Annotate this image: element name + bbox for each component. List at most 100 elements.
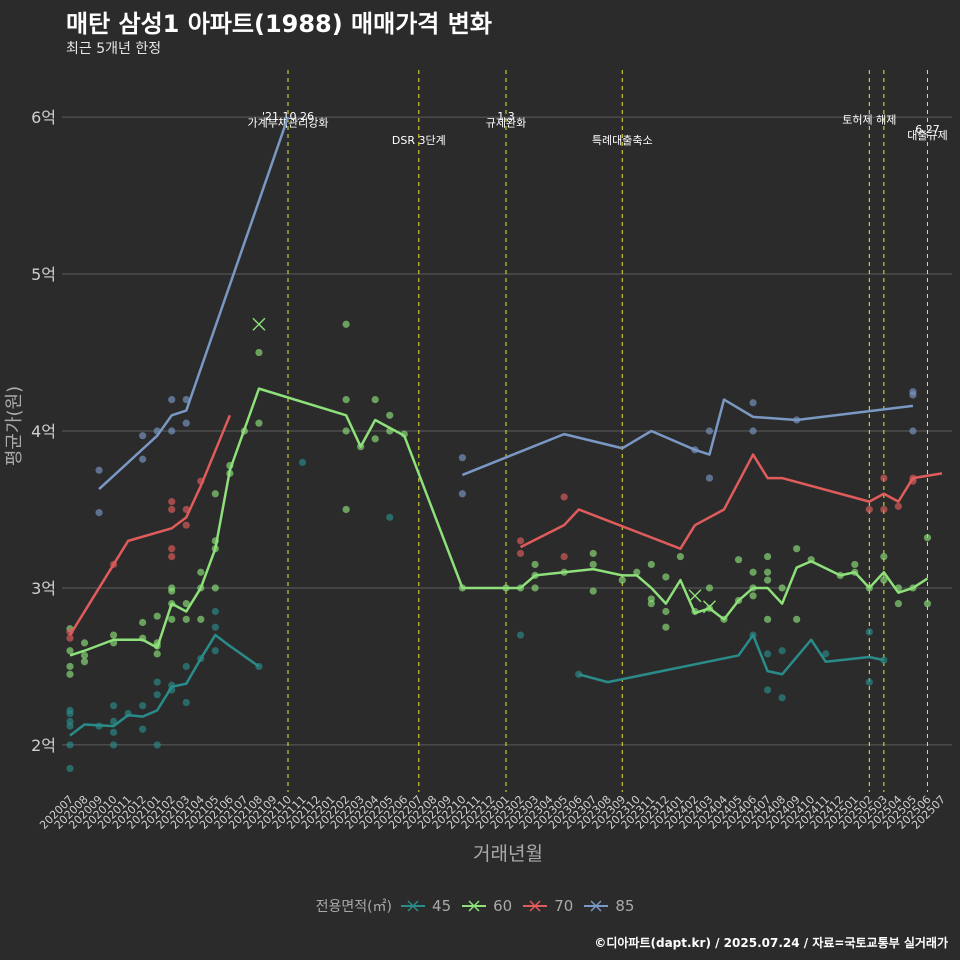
data-point-60 — [110, 631, 118, 639]
y-tick-label: 2억 — [31, 736, 56, 755]
data-point-85 — [95, 509, 103, 517]
data-point-85 — [458, 490, 466, 498]
data-point-85 — [749, 427, 757, 435]
data-point-45 — [139, 702, 147, 710]
event-label: 특례대출축소 — [592, 134, 653, 147]
data-point-70 — [560, 493, 568, 501]
data-point-45 — [153, 741, 161, 749]
data-point-45 — [880, 656, 888, 664]
cross-markers — [252, 317, 716, 614]
data-point-60 — [342, 396, 350, 404]
data-point-85 — [909, 388, 917, 396]
data-point-60 — [342, 505, 350, 514]
series-line-70 — [68, 414, 232, 636]
data-point-85 — [168, 396, 176, 404]
data-point-45 — [764, 686, 772, 694]
data-point-85 — [139, 432, 147, 440]
data-point-60 — [923, 600, 932, 608]
data-point-45 — [110, 728, 118, 736]
legend-title: 전용면적(㎡) — [315, 899, 393, 915]
y-tick-label: 3억 — [31, 579, 56, 598]
data-point-45 — [865, 678, 873, 686]
data-point-70 — [560, 552, 568, 561]
series-line-85 — [461, 398, 914, 477]
data-point-85 — [705, 427, 714, 435]
data-point-85 — [909, 427, 917, 435]
cross-marker-60 — [252, 317, 266, 331]
data-point-60 — [589, 549, 597, 558]
data-point-45 — [865, 628, 873, 636]
series-lines — [68, 116, 943, 737]
legend-key-45-icon — [401, 900, 426, 912]
data-point-60 — [764, 552, 772, 561]
data-point-60 — [371, 396, 379, 404]
data-point-60 — [647, 560, 655, 569]
event-label: 토허제 해제 — [842, 112, 896, 126]
data-point-60 — [197, 568, 205, 576]
data-point-60 — [66, 662, 74, 671]
data-point-70 — [168, 498, 176, 506]
data-point-45 — [66, 764, 74, 773]
legend-item-70: 70 — [522, 897, 573, 915]
data-point-60 — [80, 651, 89, 660]
data-point-45 — [182, 698, 190, 707]
data-point-60 — [182, 615, 190, 623]
data-point-70 — [168, 545, 176, 553]
data-point-60 — [923, 534, 932, 542]
data-point-70 — [880, 505, 888, 514]
data-point-60 — [589, 587, 597, 595]
data-point-60 — [342, 427, 350, 435]
data-point-45 — [211, 607, 219, 616]
data-point-70 — [880, 474, 888, 482]
legend-label-70: 70 — [554, 897, 574, 915]
data-point-60 — [153, 650, 161, 658]
legend-label-85: 85 — [615, 897, 635, 915]
data-point-60 — [734, 556, 743, 564]
data-point-60 — [66, 670, 74, 678]
data-point-60 — [531, 584, 539, 592]
data-point-45 — [66, 717, 74, 725]
data-point-45 — [211, 647, 219, 655]
data-point-60 — [168, 584, 176, 592]
data-point-45 — [778, 647, 786, 655]
data-point-60 — [894, 600, 903, 608]
data-point-60 — [778, 584, 786, 592]
data-point-60 — [793, 545, 801, 553]
series-line-70 — [519, 453, 943, 550]
data-point-85 — [182, 396, 190, 404]
event-label: 6.27 — [915, 123, 940, 136]
y-tick-label: 4억 — [31, 422, 56, 441]
legend-item-60: 60 — [461, 897, 512, 915]
series-line-45 — [69, 633, 260, 737]
data-point-60 — [255, 419, 263, 427]
data-point-45 — [822, 650, 830, 658]
event-label: 가계부채관리강화 — [248, 117, 329, 130]
event-label: 대출규제 — [907, 129, 947, 142]
data-point-60 — [618, 576, 626, 584]
chart-subtitle: 최근 5개년 한정 — [66, 41, 162, 57]
data-point-60 — [749, 568, 757, 576]
x-tick-labels: 2020072020082020092020102020112020122021… — [37, 793, 948, 832]
legend-item-85: 85 — [583, 897, 634, 915]
y-axis-label: 평균가(원) — [4, 386, 25, 466]
y-tick-label: 5억 — [31, 265, 56, 284]
data-point-60 — [647, 595, 655, 603]
event-label: DSR 3단계 — [392, 134, 446, 147]
cross-marker-60 — [702, 600, 716, 614]
legend-key-70-icon — [523, 900, 548, 912]
data-point-85 — [168, 427, 176, 435]
data-point-85 — [749, 399, 757, 407]
data-point-60 — [211, 490, 219, 498]
data-point-60 — [153, 612, 161, 620]
data-point-70 — [865, 505, 873, 514]
x-axis-label: 거래년월 — [473, 843, 543, 865]
event-label: 규제완화 — [486, 117, 526, 130]
data-point-45 — [153, 678, 161, 686]
data-point-45 — [516, 631, 525, 639]
data-point-60 — [80, 639, 89, 647]
series-line-45 — [578, 633, 885, 684]
data-point-60 — [662, 573, 670, 581]
data-point-45 — [211, 623, 219, 631]
